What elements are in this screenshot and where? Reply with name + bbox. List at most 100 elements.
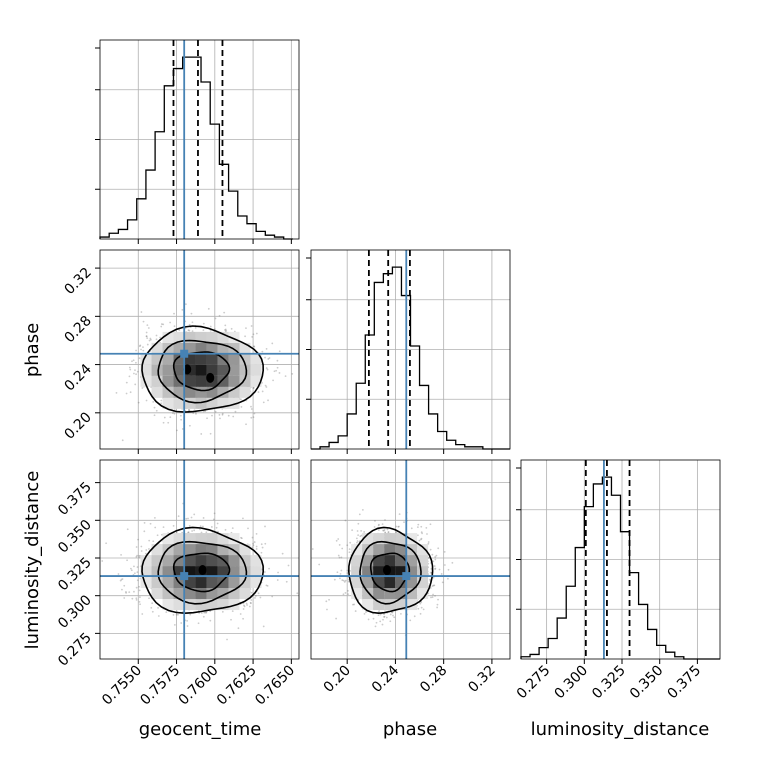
sample-point bbox=[188, 409, 191, 412]
density-cell bbox=[162, 555, 174, 567]
density-cell bbox=[140, 555, 152, 567]
sample-point bbox=[209, 329, 212, 332]
sample-point bbox=[138, 357, 141, 360]
sample-point bbox=[272, 379, 274, 382]
x-axis-label-geocent-time: geocent_time bbox=[139, 719, 262, 740]
sample-point bbox=[219, 417, 221, 420]
density-cell bbox=[195, 331, 207, 343]
sample-point bbox=[141, 387, 144, 389]
sample-point bbox=[203, 611, 206, 614]
density-cell bbox=[250, 577, 262, 589]
sample-point bbox=[379, 620, 382, 623]
sample-point bbox=[202, 329, 205, 332]
sample-point bbox=[428, 578, 431, 581]
sample-point bbox=[162, 421, 165, 424]
sample-point bbox=[242, 608, 245, 610]
sample-point bbox=[382, 529, 385, 532]
sample-point bbox=[252, 416, 255, 419]
density-cell bbox=[184, 331, 196, 343]
density-cell bbox=[206, 599, 218, 611]
density-cell bbox=[162, 577, 174, 589]
tick-label-y: 0.20 bbox=[61, 409, 94, 442]
sample-point bbox=[135, 556, 138, 558]
scatter-panel-phase-vs-luminosity-distance bbox=[310, 459, 511, 664]
density-cell bbox=[384, 599, 396, 611]
tick-label-y: 0.350 bbox=[55, 517, 95, 557]
sample-point bbox=[264, 525, 266, 528]
sample-point bbox=[385, 616, 388, 619]
sample-point bbox=[199, 528, 201, 531]
sample-point bbox=[186, 619, 189, 622]
sample-point bbox=[216, 522, 219, 525]
sample-point bbox=[211, 414, 213, 417]
sample-point bbox=[392, 614, 394, 617]
sample-point bbox=[436, 606, 439, 609]
sample-point bbox=[151, 602, 154, 605]
density-cell bbox=[239, 364, 251, 376]
sample-point bbox=[153, 414, 156, 417]
tick-label-x-phase: 0.32 bbox=[465, 663, 498, 696]
sample-point bbox=[101, 560, 104, 562]
sample-point bbox=[342, 579, 345, 582]
density-cell bbox=[373, 577, 385, 589]
sample-point bbox=[242, 517, 244, 520]
density-cell bbox=[184, 577, 196, 589]
sample-point bbox=[143, 521, 146, 524]
sample-point bbox=[257, 391, 260, 393]
density-cell bbox=[228, 331, 240, 343]
density-cell bbox=[151, 555, 163, 567]
sample-point bbox=[188, 525, 191, 527]
sample-point bbox=[138, 600, 141, 603]
sample-point bbox=[126, 528, 129, 531]
tick-label-y: 0.24 bbox=[61, 361, 94, 394]
sample-point bbox=[347, 593, 350, 596]
sample-point bbox=[432, 560, 435, 563]
density-cell bbox=[239, 375, 251, 387]
sample-point bbox=[417, 523, 420, 526]
tick-label-y: 0.28 bbox=[61, 313, 94, 346]
density-cell bbox=[406, 599, 418, 611]
sample-point bbox=[434, 568, 436, 570]
sample-point bbox=[346, 569, 349, 572]
density-cell bbox=[417, 577, 429, 589]
sample-point bbox=[141, 613, 144, 615]
sample-point bbox=[341, 579, 344, 582]
sample-point bbox=[150, 606, 153, 609]
sample-point bbox=[192, 412, 195, 415]
sample-point bbox=[169, 321, 172, 324]
density-cell bbox=[195, 353, 207, 365]
sample-point bbox=[145, 549, 148, 551]
sample-point bbox=[245, 423, 247, 426]
sample-point bbox=[140, 348, 142, 351]
density-cell bbox=[250, 353, 262, 365]
sample-point bbox=[171, 412, 174, 415]
sample-point bbox=[123, 597, 126, 599]
sample-point bbox=[429, 523, 432, 526]
density-cell bbox=[362, 577, 374, 589]
sample-point bbox=[382, 618, 384, 621]
density-cell bbox=[362, 533, 374, 545]
sample-point bbox=[276, 366, 279, 369]
density-cell bbox=[239, 353, 251, 365]
sample-point bbox=[226, 638, 228, 641]
sample-point bbox=[341, 547, 344, 550]
sample-point bbox=[351, 529, 354, 532]
density-cell bbox=[151, 375, 163, 387]
density-cell bbox=[395, 566, 407, 578]
sample-point bbox=[125, 591, 127, 594]
sample-point bbox=[265, 584, 268, 587]
sample-point bbox=[136, 579, 139, 582]
sample-point bbox=[356, 541, 358, 544]
sample-point bbox=[441, 581, 444, 584]
sample-point bbox=[386, 528, 389, 531]
sample-point bbox=[146, 337, 149, 340]
panel-inner bbox=[311, 460, 510, 659]
density-cell bbox=[417, 555, 429, 567]
sample-point bbox=[383, 613, 385, 616]
density-cell bbox=[351, 577, 363, 589]
density-cell bbox=[406, 533, 418, 545]
sample-point bbox=[146, 324, 149, 326]
sample-point bbox=[278, 350, 281, 353]
sample-point bbox=[389, 620, 392, 623]
sample-point bbox=[165, 611, 168, 614]
